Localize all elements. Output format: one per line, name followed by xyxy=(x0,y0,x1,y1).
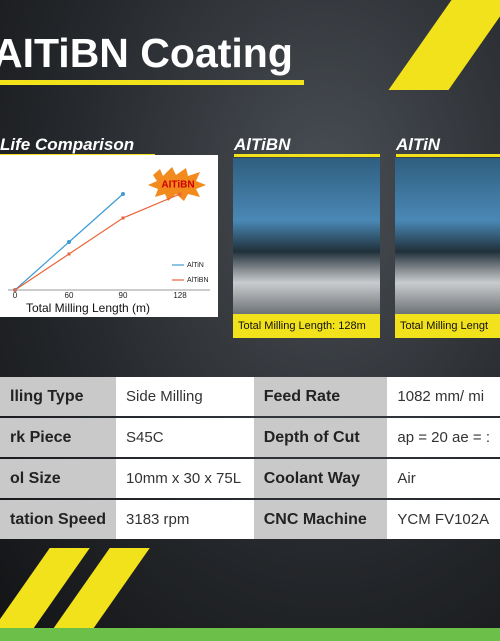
spec-label: rk Piece xyxy=(0,418,117,457)
x-tick-label: 90 xyxy=(119,291,128,300)
spec-value: 10mm x 30 x 75L xyxy=(116,459,254,498)
photo xyxy=(395,158,500,314)
table-row: rk Piece S45C Depth of Cut ap = 20 ae = : xyxy=(0,418,500,457)
photo-caption: Total Milling Length: 128m xyxy=(233,314,380,338)
point xyxy=(67,252,71,256)
legend-label: AlTiBN xyxy=(187,277,209,284)
table-row: lling Type Side Milling Feed Rate 1082 mm/ … xyxy=(0,377,500,416)
series-line xyxy=(14,193,181,291)
spec-label: Feed Rate xyxy=(253,377,388,416)
badge-burst xyxy=(148,167,206,201)
spec-label: lling Type xyxy=(0,377,117,416)
spec-label: tation Speed xyxy=(0,500,117,539)
point xyxy=(67,240,71,244)
spec-value: ap = 20 ae = : xyxy=(387,418,500,457)
x-axis-label: Total Milling Length (m) xyxy=(26,301,150,315)
spec-value: Air xyxy=(387,459,500,498)
stripe xyxy=(388,0,500,90)
spec-label: ol Size xyxy=(0,459,117,498)
legend-label: AlTiN xyxy=(187,262,204,269)
x-tick-label: 128 xyxy=(173,291,187,300)
photo-heading: AlTiBN xyxy=(234,135,291,154)
photo xyxy=(233,158,380,314)
point xyxy=(121,216,125,220)
chart-heading: Life Comparison xyxy=(0,135,135,154)
spec-value: YCM FV102A xyxy=(387,500,500,539)
footer-strip xyxy=(0,628,500,641)
title: AITiBN Coating xyxy=(0,30,293,76)
spec-value: S45C xyxy=(116,418,254,457)
underline xyxy=(234,154,380,157)
point xyxy=(178,192,182,196)
badge-text: AITiBN xyxy=(161,180,194,191)
underline xyxy=(396,154,500,157)
spec-label: CNC Machine xyxy=(253,500,388,539)
spec-label: Coolant Way xyxy=(253,459,388,498)
x-tick-label: 0 xyxy=(13,291,18,300)
table-row: ol Size 10mm x 30 x 75L Coolant Way Air xyxy=(0,459,500,498)
spec-label: Depth of Cut xyxy=(253,418,388,457)
table-row: tation Speed 3183 rpm CNC Machine YCM FV102… xyxy=(0,500,500,539)
point xyxy=(13,288,17,292)
spec-value: 3183 rpm xyxy=(116,500,254,539)
x-tick-label: 60 xyxy=(65,291,74,300)
spec-table: lling Type Side Milling Feed Rate 1082 mm/ … xyxy=(0,375,500,541)
spec-value: 1082 mm/ mi xyxy=(387,377,500,416)
photo-caption: Total Milling Lengt xyxy=(395,314,500,338)
title-underline xyxy=(0,80,304,85)
point xyxy=(121,192,125,196)
photo-heading: AlTiN xyxy=(396,135,441,154)
spec-value: Side Milling xyxy=(116,377,254,416)
chart: AITiBN Total Milling Length (m) 0 60 90 128… xyxy=(0,155,218,317)
